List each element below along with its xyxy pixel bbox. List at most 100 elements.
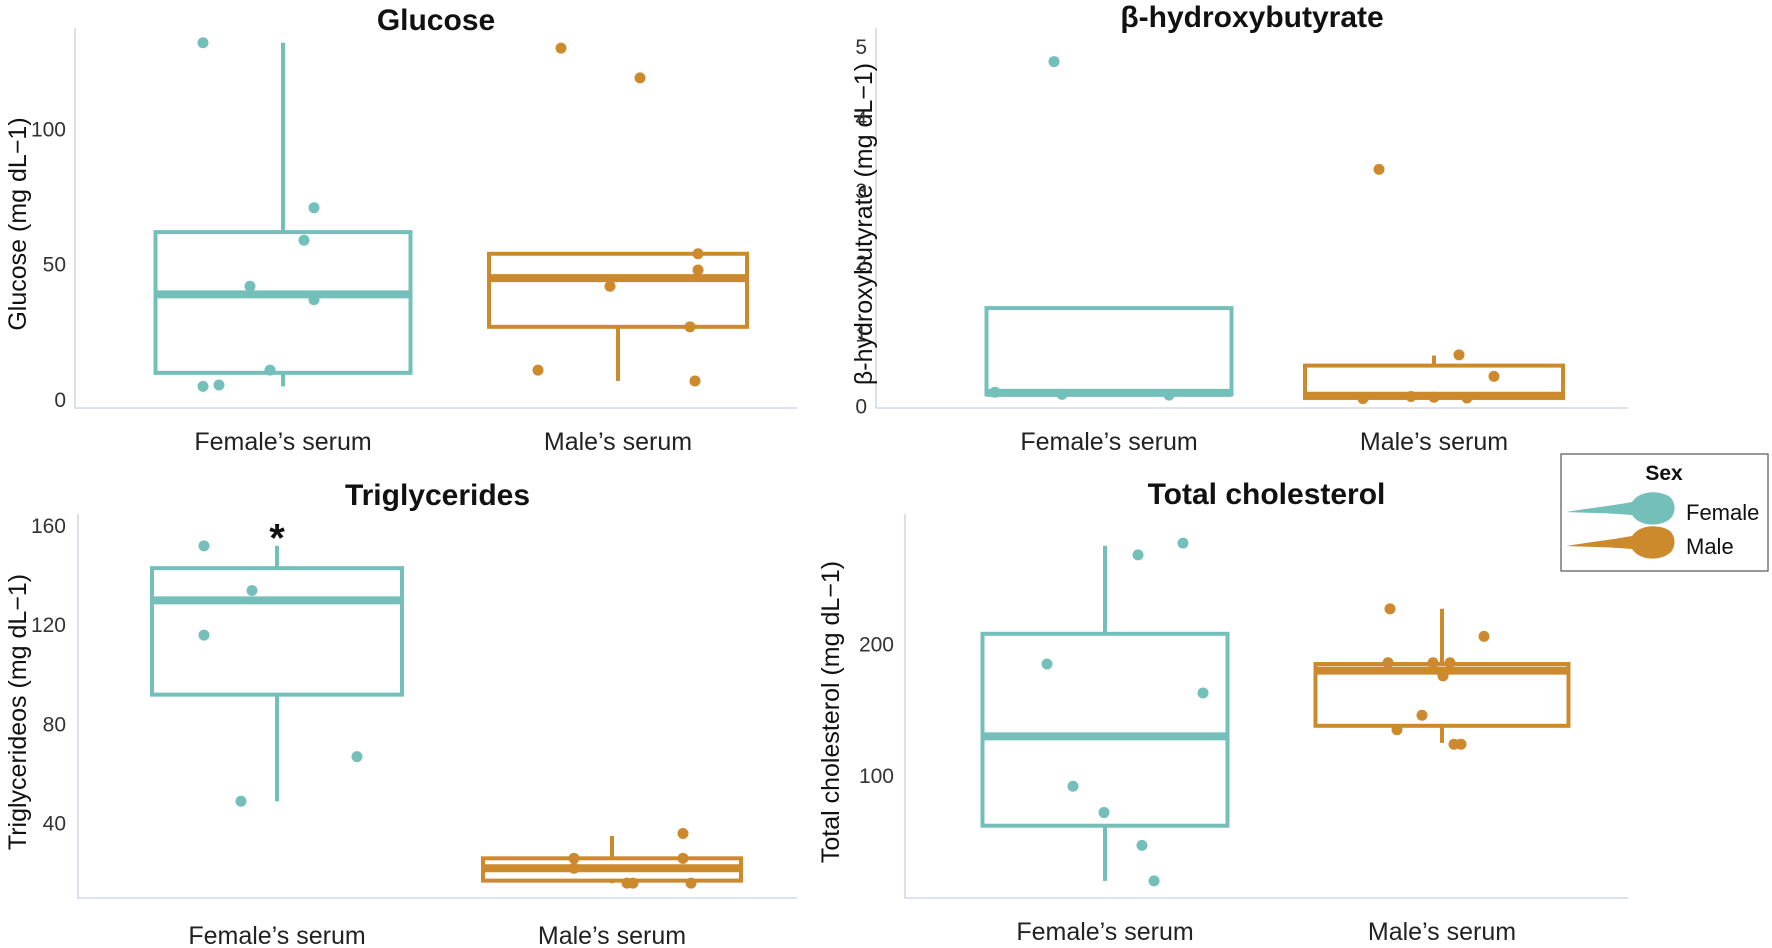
data-point bbox=[1382, 657, 1394, 669]
data-point bbox=[1357, 393, 1369, 405]
x-tick-label: Male’s serum bbox=[538, 922, 686, 948]
data-point bbox=[989, 386, 1001, 398]
data-point bbox=[689, 375, 701, 387]
data-point bbox=[198, 629, 210, 641]
data-point bbox=[1056, 388, 1068, 400]
chart-panel-3: Triglycerides Triglycerideos (mg dL−1) 40 8… bbox=[4, 479, 797, 948]
y-tick-label: 100 bbox=[31, 118, 66, 141]
y-tick-label: 4 bbox=[855, 108, 867, 131]
box-male bbox=[1313, 603, 1571, 750]
data-point bbox=[1384, 603, 1396, 615]
data-point bbox=[1428, 391, 1440, 403]
chart-panel-4: Total cholesterol Total cholesterol (mg d… bbox=[817, 478, 1628, 946]
data-point bbox=[1041, 658, 1053, 670]
data-point bbox=[198, 540, 210, 552]
y-tick-label: 80 bbox=[43, 713, 66, 736]
data-point bbox=[1136, 839, 1148, 851]
chart-title: Triglycerides bbox=[345, 479, 530, 512]
box-female bbox=[984, 56, 1234, 401]
axis-lines bbox=[74, 28, 797, 409]
legend-label-female: Female bbox=[1686, 500, 1759, 525]
chart-title: β-hydroxybutyrate bbox=[1120, 1, 1383, 34]
x-tick-label: Male’s serum bbox=[1360, 428, 1508, 456]
data-point bbox=[1427, 657, 1439, 669]
y-tick-label: 5 bbox=[855, 36, 867, 59]
data-point bbox=[1461, 392, 1473, 404]
y-tick-label: 1 bbox=[855, 324, 867, 347]
data-point bbox=[1488, 370, 1500, 382]
data-point bbox=[1455, 738, 1467, 750]
data-point bbox=[298, 234, 310, 246]
data-point bbox=[568, 862, 580, 874]
x-tick-label: Female’s serum bbox=[188, 922, 365, 948]
data-point bbox=[1437, 670, 1449, 682]
data-point bbox=[1132, 549, 1144, 561]
x-tick-label: Female’s serum bbox=[1020, 428, 1197, 456]
data-point bbox=[1391, 724, 1403, 736]
significance-annotation: * bbox=[269, 516, 285, 560]
y-tick-label: 0 bbox=[855, 396, 867, 419]
data-point bbox=[627, 877, 639, 889]
data-point bbox=[684, 321, 696, 333]
data-point bbox=[1444, 657, 1456, 669]
data-point bbox=[213, 379, 225, 391]
y-tick-label: 200 bbox=[859, 633, 894, 656]
data-point bbox=[1197, 687, 1209, 699]
data-point bbox=[1177, 537, 1189, 549]
y-axis-label: Total cholesterol (mg dL−1) bbox=[817, 561, 845, 863]
data-point bbox=[1416, 709, 1428, 721]
box-female bbox=[150, 540, 404, 807]
box-iqr bbox=[150, 566, 404, 697]
x-tick-label: Female’s serum bbox=[1016, 918, 1193, 946]
y-tick-label: 2 bbox=[855, 252, 867, 275]
data-point bbox=[555, 42, 567, 54]
y-axis-label: Glucose (mg dL−1) bbox=[4, 117, 32, 330]
data-point bbox=[246, 584, 258, 596]
y-tick-label: 100 bbox=[859, 765, 894, 788]
data-point bbox=[568, 852, 580, 864]
data-point bbox=[308, 202, 320, 214]
chart-panel-1: Glucose Glucose (mg dL−1) 0 50 100 Female’s s… bbox=[4, 4, 797, 456]
legend-label-male: Male bbox=[1686, 534, 1734, 559]
data-point bbox=[197, 380, 209, 392]
box-iqr bbox=[980, 631, 1230, 828]
box-male bbox=[1303, 163, 1565, 405]
data-point bbox=[1453, 349, 1465, 361]
data-point bbox=[264, 364, 276, 376]
data-point bbox=[685, 877, 697, 889]
y-axis-label: Triglycerideos (mg dL−1) bbox=[4, 574, 32, 850]
data-point bbox=[692, 264, 704, 276]
data-point bbox=[677, 852, 689, 864]
box-male bbox=[481, 828, 743, 889]
data-point bbox=[677, 828, 689, 840]
chart-title: Total cholesterol bbox=[1148, 478, 1386, 511]
axis-lines bbox=[875, 28, 1628, 409]
y-axis-label: β-hydroxybutyrate (mg dL−1) bbox=[850, 63, 878, 385]
data-point bbox=[634, 72, 646, 84]
data-point bbox=[1163, 389, 1175, 401]
data-point bbox=[197, 37, 209, 49]
box-iqr bbox=[487, 251, 749, 329]
data-point bbox=[532, 364, 544, 376]
box-iqr bbox=[153, 230, 413, 375]
legend-title: Sex bbox=[1645, 462, 1683, 485]
box-iqr bbox=[984, 306, 1234, 397]
data-point bbox=[1478, 630, 1490, 642]
data-point bbox=[692, 248, 704, 260]
legend-key-female bbox=[1566, 492, 1675, 525]
y-tick-label: 3 bbox=[855, 180, 867, 203]
y-tick-label: 0 bbox=[54, 389, 66, 412]
axis-lines bbox=[904, 514, 1628, 899]
chart-title: Glucose bbox=[377, 4, 495, 37]
y-tick-label: 40 bbox=[43, 813, 66, 836]
data-point bbox=[351, 751, 363, 763]
box-male bbox=[487, 42, 749, 387]
legend: Sex Female Male bbox=[1560, 453, 1769, 572]
data-point bbox=[244, 280, 256, 292]
data-point bbox=[604, 280, 616, 292]
chart-panel-2: β-hydroxybutyrate β-hydroxybutyrate (mg d… bbox=[850, 1, 1628, 456]
data-point bbox=[235, 795, 247, 807]
data-point bbox=[308, 294, 320, 306]
data-point bbox=[1067, 780, 1079, 792]
